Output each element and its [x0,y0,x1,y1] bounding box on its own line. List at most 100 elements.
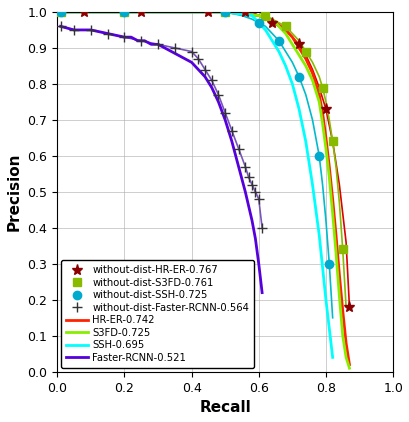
without-dist-Faster-RCNN-0.564 [189,49,193,54]
S3FD-0.725 [326,175,331,180]
S3FD-0.725 [309,78,314,83]
SSH-0.695 [263,27,267,32]
SSH-0.695 [329,355,334,360]
S3FD-0.725 [333,251,338,256]
without-dist-S3FD-0.761 [303,49,308,54]
HR-ER-0.742 [303,56,308,61]
HR-ER-0.742 [121,9,126,14]
Faster-RCNN-0.521 [256,261,261,266]
HR-ER-0.742 [296,46,301,51]
S3FD-0.725 [296,53,301,58]
without-dist-HR-ER-0.767 [346,305,351,310]
HR-ER-0.742 [189,9,193,14]
without-dist-Faster-RCNN-0.564 [246,175,251,180]
HR-ER-0.742 [256,13,261,18]
Faster-RCNN-0.521 [162,46,167,51]
S3FD-0.725 [58,9,63,14]
HR-ER-0.742 [72,9,76,14]
SSH-0.695 [319,265,324,270]
SSH-0.695 [256,20,261,25]
Faster-RCNN-0.521 [216,99,220,104]
without-dist-SSH-0.725 [296,74,301,79]
without-dist-SSH-0.725 [222,9,227,14]
SSH-0.695 [316,233,321,238]
SSH-0.695 [222,9,227,14]
without-dist-HR-ER-0.767 [205,9,210,14]
without-dist-Faster-RCNN-0.564 [229,128,234,133]
without-dist-SSH-0.725 [326,261,331,266]
Line: without-dist-HR-ER-0.767: without-dist-HR-ER-0.767 [55,6,354,313]
without-dist-Faster-RCNN-0.564 [222,110,227,115]
Faster-RCNN-0.521 [175,53,180,58]
without-dist-S3FD-0.761 [58,9,63,14]
without-dist-SSH-0.725 [316,153,321,158]
HR-ER-0.742 [283,27,288,32]
Faster-RCNN-0.521 [58,24,63,29]
without-dist-Faster-RCNN-0.564 [259,225,264,230]
without-dist-HR-ER-0.767 [323,107,328,112]
without-dist-Faster-RCNN-0.564 [138,38,143,43]
S3FD-0.725 [343,355,348,360]
Line: without-dist-S3FD-0.761: without-dist-S3FD-0.761 [56,8,346,254]
Y-axis label: Precision: Precision [7,153,22,231]
without-dist-Faster-RCNN-0.564 [58,24,63,29]
Faster-RCNN-0.521 [189,60,193,65]
S3FD-0.725 [256,13,261,18]
HR-ER-0.742 [289,35,294,40]
without-dist-HR-ER-0.767 [296,42,301,47]
Faster-RCNN-0.521 [135,38,140,43]
without-dist-HR-ER-0.767 [242,9,247,14]
SSH-0.695 [155,9,160,14]
HR-ER-0.742 [333,233,338,238]
without-dist-S3FD-0.761 [222,9,227,14]
Faster-RCNN-0.521 [128,35,133,40]
Faster-RCNN-0.521 [246,204,251,209]
Faster-RCNN-0.521 [222,117,227,122]
without-dist-Faster-RCNN-0.564 [216,92,220,97]
SSH-0.695 [72,9,76,14]
X-axis label: Recall: Recall [199,400,250,415]
S3FD-0.725 [189,9,193,14]
HR-ER-0.742 [155,9,160,14]
without-dist-HR-ER-0.767 [58,9,63,14]
HR-ER-0.742 [319,110,324,115]
HR-ER-0.742 [339,308,344,313]
S3FD-0.725 [272,20,277,25]
without-dist-Faster-RCNN-0.564 [202,67,207,72]
Faster-RCNN-0.521 [142,38,147,43]
SSH-0.695 [276,49,281,54]
without-dist-S3FD-0.761 [339,247,344,252]
Faster-RCNN-0.521 [259,290,264,295]
HR-ER-0.742 [336,272,341,277]
Faster-RCNN-0.521 [121,35,126,40]
without-dist-Faster-RCNN-0.564 [242,164,247,169]
SSH-0.695 [58,9,63,14]
HR-ER-0.742 [222,9,227,14]
without-dist-HR-ER-0.767 [81,9,86,14]
Faster-RCNN-0.521 [182,56,187,61]
HR-ER-0.742 [309,70,314,76]
HR-ER-0.742 [323,135,328,141]
Legend: without-dist-HR-ER-0.767, without-dist-S3FD-0.761, without-dist-SSH-0.725, witho: without-dist-HR-ER-0.767, without-dist-S… [61,260,254,368]
Faster-RCNN-0.521 [72,27,76,32]
SSH-0.695 [303,139,308,144]
HR-ER-0.742 [329,197,334,202]
Faster-RCNN-0.521 [249,218,254,223]
SSH-0.695 [323,297,328,302]
HR-ER-0.742 [316,92,321,97]
Line: SSH-0.695: SSH-0.695 [61,12,332,357]
SSH-0.695 [296,107,301,112]
Faster-RCNN-0.521 [105,31,110,36]
without-dist-HR-ER-0.767 [138,9,143,14]
without-dist-SSH-0.725 [256,20,261,25]
without-dist-SSH-0.725 [121,9,126,14]
without-dist-S3FD-0.761 [263,13,267,18]
without-dist-Faster-RCNN-0.564 [155,42,160,47]
without-dist-SSH-0.725 [58,9,63,14]
Line: Faster-RCNN-0.521: Faster-RCNN-0.521 [61,26,261,292]
SSH-0.695 [326,326,331,331]
without-dist-S3FD-0.761 [283,24,288,29]
S3FD-0.725 [346,365,351,371]
Faster-RCNN-0.521 [148,42,153,47]
Faster-RCNN-0.521 [155,42,160,47]
